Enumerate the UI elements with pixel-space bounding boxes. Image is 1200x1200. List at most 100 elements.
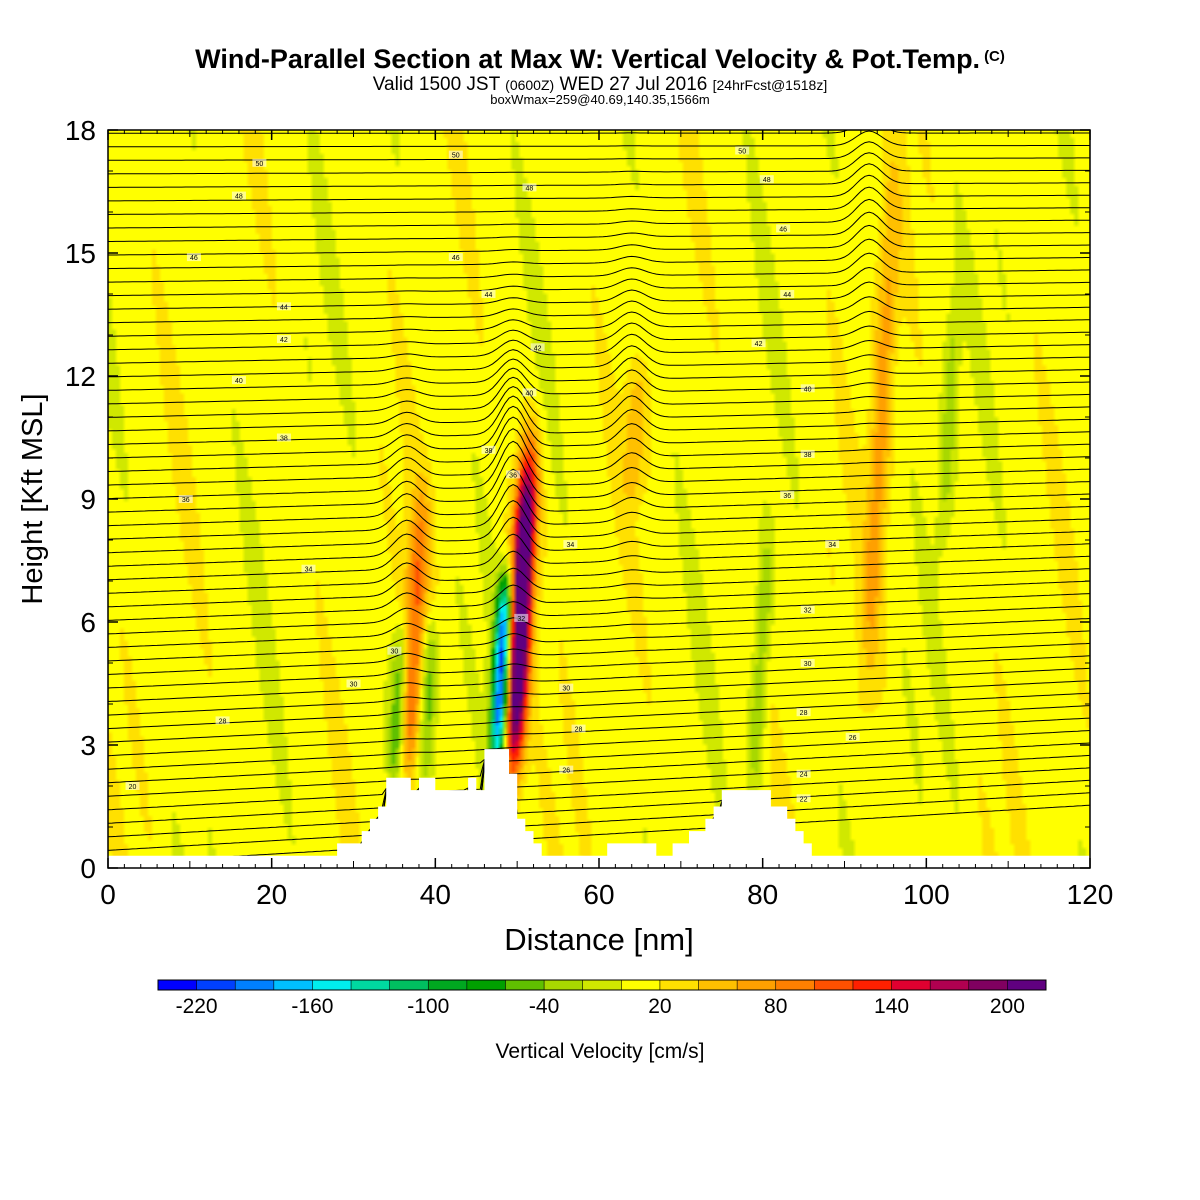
isentrope-line — [108, 550, 1090, 594]
isentrope-line — [108, 310, 1090, 337]
colorbar-swatch — [196, 980, 236, 990]
isentrope-label-bg — [215, 716, 230, 725]
isentrope-line — [108, 454, 1090, 513]
valid-date: WED 27 Jul 2016 — [559, 74, 708, 95]
isentrope-line — [108, 593, 1090, 635]
colorbar-swatch — [466, 980, 506, 990]
isentrope-label-bg — [800, 605, 815, 614]
chart-title-units: (C) — [984, 48, 1005, 65]
colorbar-swatch — [389, 980, 429, 990]
colorbar-swatch — [775, 980, 815, 990]
colorbar-frame — [157, 979, 1047, 991]
isentrope-label-bg — [178, 495, 193, 503]
isentrope-label-bg — [780, 290, 795, 298]
x-tick-label: 100 — [903, 879, 950, 910]
isentrope-label: 30 — [350, 682, 358, 689]
colorbar-label: Vertical Velocity [cm/s] — [496, 1040, 705, 1063]
colorbar-tick-label: 20 — [648, 995, 671, 1018]
x-tick-label: 120 — [1067, 879, 1114, 910]
isentrope-label-bg — [780, 490, 795, 499]
isentrope-label-bg — [481, 445, 496, 454]
isentrope-label-bg — [481, 290, 496, 298]
isentrope-label-bg — [186, 253, 201, 262]
isentrope-label: 48 — [526, 185, 534, 192]
isentrope-label: 26 — [849, 735, 857, 742]
y-tick-label: 12 — [65, 361, 96, 392]
isentrope-line — [108, 367, 1090, 405]
isentrope-label-bg — [800, 659, 815, 667]
x-tick-label: 0 — [100, 879, 116, 910]
valid-time: Valid 1500 JST — [372, 74, 500, 95]
isentrope-line — [108, 357, 1090, 391]
isentrope-label-bg — [448, 150, 463, 159]
isentrope-line — [108, 766, 1090, 865]
isentrope-line — [108, 296, 1090, 324]
isentrope-line — [108, 717, 1090, 770]
colorbar: -220 -160 -100 -40 20 80 140 200 — [157, 979, 1047, 1018]
colorbar-swatch — [544, 980, 584, 990]
isentrope-line — [108, 141, 1090, 161]
isentrope-line — [108, 224, 1090, 256]
terrain — [108, 749, 1090, 868]
colorbar-swatch — [621, 980, 661, 990]
isentrope-label-bg — [276, 433, 291, 442]
isentrope-line — [108, 333, 1090, 364]
chart-title-text: Wind-Parallel Section at Max W: Vertical… — [195, 44, 981, 74]
isentrope-contours — [108, 130, 1090, 865]
colorbar-swatch — [273, 980, 313, 990]
isentrope-label-bg — [276, 302, 291, 311]
colorbar-tick-label: -220 — [176, 995, 218, 1018]
isentrope-label-bg — [276, 335, 291, 344]
isentrope-line — [108, 567, 1090, 608]
y-tick-label: 6 — [80, 607, 96, 638]
isentrope-label-bg — [522, 388, 537, 397]
isentrope-label-bg — [387, 646, 402, 655]
isentrope-label-bg — [252, 158, 267, 167]
x-tick-label: 80 — [747, 879, 778, 910]
isentrope-label: 36 — [509, 472, 517, 479]
isentrope-line — [108, 211, 1090, 242]
isentrope-label: 22 — [800, 796, 808, 803]
isentrope-label-bg — [522, 183, 537, 192]
isentrope-label: 50 — [738, 149, 746, 156]
colorbar-swatch — [930, 980, 970, 990]
isentrope-line — [108, 198, 1090, 229]
isentrope-label: 38 — [804, 452, 812, 459]
isentrope-label: 34 — [566, 542, 574, 549]
isentrope-line — [108, 705, 1090, 757]
isentrope-label: 46 — [779, 226, 787, 233]
isentrope-line — [108, 742, 1090, 797]
isentrope-label-bg — [845, 732, 860, 741]
isentrope-line — [108, 754, 1090, 811]
isentrope-label: 40 — [804, 386, 812, 393]
isentrope-label-bg — [759, 175, 774, 184]
colorbar-tick-label: 140 — [874, 995, 909, 1018]
colorbar-swatch — [737, 980, 777, 990]
y-tick-label: 15 — [65, 238, 96, 269]
y-tick-label: 3 — [80, 730, 96, 761]
colorbar-tick-label: -40 — [529, 995, 559, 1018]
x-tick-label: 20 — [256, 879, 287, 910]
isentrope-label-bg — [231, 191, 246, 200]
isentrope-label-bg — [514, 613, 529, 622]
isentrope-line — [108, 440, 1090, 500]
isentrope-label: 32 — [517, 616, 525, 623]
isentrope-line — [108, 238, 1090, 270]
forecast-info: [24hrFcst@1518z] — [712, 77, 828, 93]
isentrope-label-bg — [751, 339, 766, 348]
isentrope-label-bg — [559, 765, 574, 774]
isentrope-line — [108, 163, 1090, 188]
isentrope-line — [108, 174, 1090, 202]
box-info: boxWmax=259@40.69,140.35,1566m — [490, 92, 710, 107]
isentrope-label: 28 — [800, 710, 808, 717]
isentrope-line — [108, 405, 1090, 459]
x-tick-label: 60 — [583, 879, 614, 910]
colorbar-swatch — [351, 980, 391, 990]
isentrope-label-bg — [735, 146, 750, 155]
y-tick-label: 18 — [65, 115, 96, 146]
isentrope-label: 44 — [783, 292, 791, 299]
isentrope-line — [108, 186, 1090, 215]
isentrope-line — [108, 642, 1090, 689]
isentrope-label-bg — [796, 769, 811, 778]
isentrope-label: 42 — [755, 341, 763, 348]
